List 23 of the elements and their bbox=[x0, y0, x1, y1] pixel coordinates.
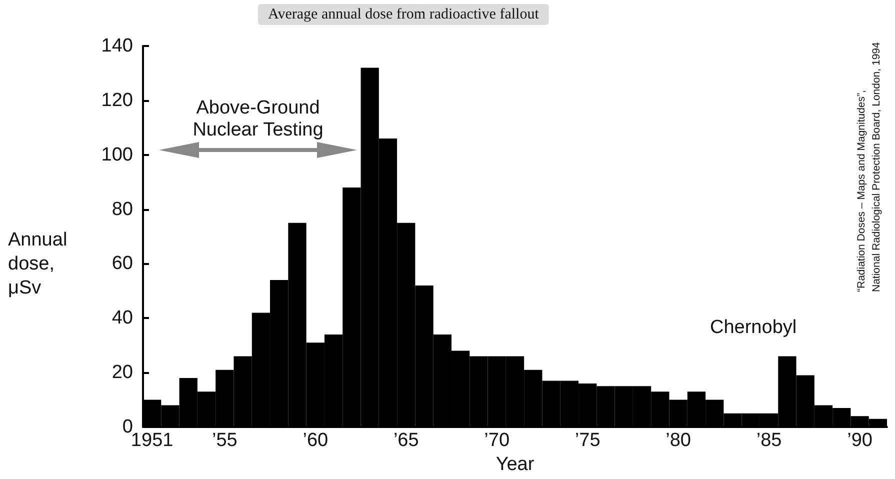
y-tick-label: 0 bbox=[122, 416, 133, 438]
annotation: “Radiation Doses – Maps and Magnitudes”, National Radiological Protection Board, London, 1994 bbox=[856, 42, 882, 292]
x-tick-label: ’80 bbox=[666, 430, 691, 451]
annotation: Above-Ground Nuclear Testing bbox=[192, 98, 324, 140]
y-tick-label: 40 bbox=[112, 308, 133, 329]
x-tick-label: ’90 bbox=[847, 430, 872, 451]
x-tick-label: ’55 bbox=[212, 430, 238, 451]
x-tick-label: ’85 bbox=[756, 430, 782, 451]
y-tick-label: 60 bbox=[112, 253, 133, 274]
x-tick-label: ’60 bbox=[302, 430, 328, 451]
x-axis-title: Year bbox=[496, 454, 535, 475]
x-tick-label: ’75 bbox=[574, 430, 600, 451]
y-tick-label: 20 bbox=[112, 362, 133, 384]
y-tick-label: 140 bbox=[101, 36, 133, 56]
y-tick-label: 80 bbox=[112, 198, 133, 220]
x-tick-label: ’70 bbox=[484, 430, 510, 451]
x-tick-label: 1951 bbox=[130, 430, 174, 451]
y-axis-title: Annual dose, μSv bbox=[8, 230, 68, 298]
y-tick-label: 120 bbox=[101, 90, 133, 111]
chart-title: Average annual dose from radioactive fallout bbox=[268, 6, 540, 22]
y-tick-label: 100 bbox=[101, 144, 133, 166]
x-tick-label: ’65 bbox=[393, 430, 419, 451]
annotation: Chernobyl bbox=[710, 317, 797, 338]
